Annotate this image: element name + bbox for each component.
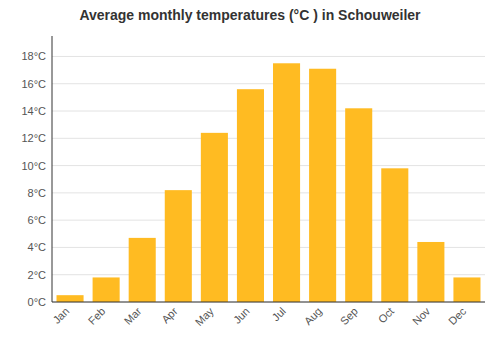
- x-tick-label: Sep: [338, 305, 360, 327]
- y-tick-label: 2°C: [28, 269, 47, 281]
- y-tick-label: 6°C: [28, 214, 47, 226]
- bar: [93, 277, 120, 302]
- bar: [129, 238, 156, 302]
- y-tick-label: 18°C: [21, 50, 46, 62]
- bar: [453, 277, 480, 302]
- x-tick-label: May: [193, 305, 217, 329]
- chart-svg: Average monthly temperatures (°C ) in Sc…: [0, 0, 500, 350]
- grid-line: [52, 165, 485, 166]
- y-tick-label: 0°C: [28, 296, 47, 308]
- y-tick-labels: 0°C 2°C 4°C 6°C 8°C 10°C 12°C 14°C 16°C 18°C: [21, 50, 46, 308]
- x-tick-label: Jul: [270, 305, 288, 323]
- bar: [345, 108, 372, 302]
- y-tick-label: 16°C: [21, 78, 46, 90]
- x-tick-label: Dec: [446, 305, 469, 328]
- x-tick-label: Feb: [86, 305, 108, 327]
- x-tick-label: Oct: [376, 305, 397, 326]
- title: Average monthly temperatures (°C ) in Sc…: [79, 7, 421, 23]
- x-tick-label: Apr: [159, 305, 180, 326]
- grid-line: [52, 302, 485, 303]
- x-tick-labels: Jan Feb Mar Apr May Jun Jul Aug Sep Oct Nov Dec: [50, 305, 468, 329]
- y-axis-line: [52, 36, 53, 302]
- x-tick-label: Jan: [50, 305, 71, 326]
- grid-line: [52, 192, 485, 193]
- y-tick-label: 10°C: [21, 160, 46, 172]
- grid-line: [52, 220, 485, 221]
- chart-container: Average monthly temperatures (°C ) in Sc…: [0, 0, 500, 350]
- y-tick-label: 4°C: [28, 241, 47, 253]
- bars: [57, 63, 481, 302]
- grid-line: [52, 56, 485, 57]
- grid-line: [52, 138, 485, 139]
- bar: [165, 190, 192, 302]
- x-tick-label: Nov: [410, 305, 433, 328]
- grid-line: [52, 111, 485, 112]
- x-axis-line: [52, 302, 485, 303]
- y-tick-label: 14°C: [21, 105, 46, 117]
- bar: [309, 69, 336, 302]
- y-tick-label: 12°C: [21, 132, 46, 144]
- bar: [57, 295, 84, 302]
- x-tick-label: Jun: [231, 305, 252, 326]
- grid-line: [52, 83, 485, 84]
- x-tick-label: Mar: [122, 305, 144, 327]
- y-tick-label: 8°C: [28, 187, 47, 199]
- bar: [417, 242, 444, 302]
- y-grid: [52, 56, 485, 302]
- bar: [273, 63, 300, 302]
- bar: [381, 168, 408, 302]
- x-tick-label: Aug: [302, 305, 324, 327]
- bar: [237, 89, 264, 302]
- bar: [201, 133, 228, 302]
